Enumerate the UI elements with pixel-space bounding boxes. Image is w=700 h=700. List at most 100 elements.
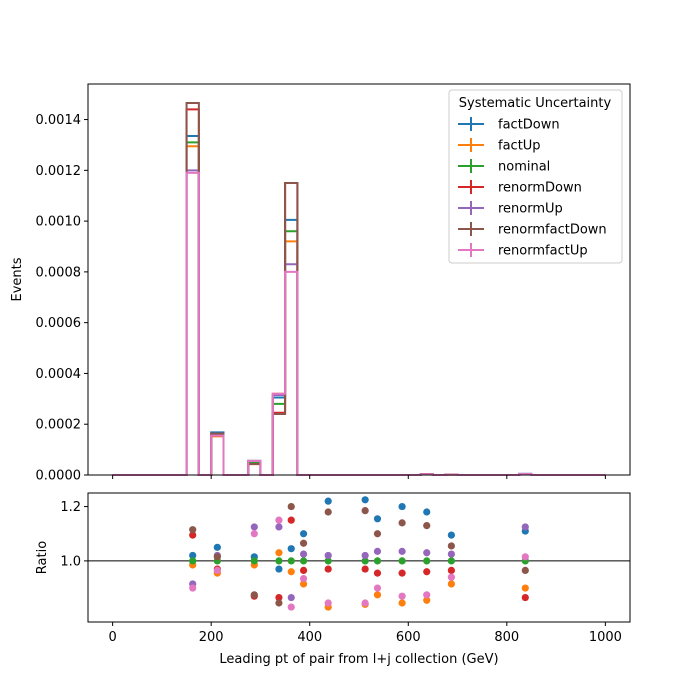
ratio-point-factDown bbox=[275, 565, 283, 573]
ratio-point-nominal bbox=[250, 557, 258, 565]
ratio-point-nominal bbox=[275, 557, 283, 565]
ratio-x-tick-label: 200 bbox=[199, 630, 224, 645]
ratio-point-nominal bbox=[423, 557, 431, 565]
ratio-point-renormfactUp bbox=[521, 553, 529, 561]
ratio-point-factDown bbox=[213, 543, 221, 551]
ratio-point-renormfactUp bbox=[250, 530, 258, 538]
ratio-point-renormfactUp bbox=[189, 584, 197, 592]
ratio-point-factUp bbox=[423, 596, 431, 604]
ratio-point-factDown bbox=[398, 502, 406, 511]
legend: Systematic Uncertainty factDown factUp nom… bbox=[448, 89, 623, 264]
ratio-x-label: Leading pt of pair from l+j collection (… bbox=[219, 652, 498, 667]
histogram-x-axis bbox=[112, 475, 606, 479]
legend-label-nominal: nominal bbox=[498, 160, 550, 175]
ratio-point-factUp bbox=[299, 580, 308, 588]
ratio-point-renormDown bbox=[447, 566, 455, 575]
ratio-point-factDown bbox=[287, 545, 295, 553]
ratio-point-renormfactDown bbox=[373, 530, 382, 538]
ratio-panel: 1.0 1.2 0 200 400 600 800 1000 Ratio Leading p… bbox=[35, 492, 631, 667]
ratio-point-renormfactUp bbox=[299, 574, 308, 583]
ratio-y-tick-label: 1.0 bbox=[60, 554, 81, 569]
ratio-x-tick-label: 0 bbox=[108, 630, 116, 645]
ratio-point-factUp bbox=[373, 591, 382, 599]
ratio-y-axis: 1.0 1.2 bbox=[60, 500, 88, 569]
ratio-point-renormDown bbox=[521, 593, 529, 602]
legend-label-factDown: factDown bbox=[498, 118, 560, 133]
ratio-point-factDown bbox=[423, 508, 431, 516]
ratio-point-renormfactUp bbox=[398, 592, 406, 600]
legend-label-renormfactUp: renormfactUp bbox=[498, 244, 588, 259]
ratio-point-renormfactDown bbox=[521, 566, 529, 575]
legend-label-renormUp: renormUp bbox=[498, 202, 563, 217]
ratio-frame bbox=[87, 492, 631, 623]
legend-label-factUp: factUp bbox=[498, 139, 541, 154]
legend-items: factDown factUp nominal renormDown renormUp r… bbox=[458, 117, 607, 259]
ratio-point-factUp bbox=[287, 568, 295, 576]
ratio-point-factDown bbox=[373, 515, 382, 523]
ratio-point-factDown bbox=[447, 531, 455, 539]
ratio-point-factDown bbox=[299, 530, 308, 538]
ratio-point-renormfactDown bbox=[213, 553, 221, 561]
ratio-point-renormfactUp bbox=[373, 584, 382, 592]
ratio-point-renormUp bbox=[299, 550, 308, 558]
ratio-x-tick-label: 600 bbox=[396, 630, 421, 645]
ratio-point-renormUp bbox=[287, 593, 295, 602]
histogram-y-tick-label: 0.0008 bbox=[36, 265, 82, 280]
histogram-y-label: Events bbox=[10, 257, 25, 301]
ratio-point-renormUp bbox=[423, 549, 431, 557]
ratio-x-tick-label: 1000 bbox=[589, 630, 622, 645]
ratio-point-renormDown bbox=[398, 569, 406, 577]
ratio-point-renormfactUp bbox=[361, 599, 369, 607]
ratio-point-renormfactUp bbox=[275, 516, 283, 524]
ratio-point-renormfactUp bbox=[213, 566, 221, 575]
histogram-y-tick-label: 0.0006 bbox=[36, 316, 82, 331]
histogram-y-tick-label: 0.0010 bbox=[36, 215, 82, 230]
ratio-point-nominal bbox=[361, 557, 369, 565]
ratio-point-renormfactDown bbox=[299, 539, 308, 547]
ratio-point-factDown bbox=[189, 551, 197, 560]
ratio-point-renormUp bbox=[250, 523, 258, 531]
ratio-x-tick-label: 400 bbox=[297, 630, 322, 645]
ratio-point-renormfactDown bbox=[398, 519, 406, 527]
ratio-point-factUp bbox=[447, 580, 455, 588]
ratio-point-nominal bbox=[287, 557, 295, 565]
ratio-plot-area bbox=[88, 496, 630, 611]
ratio-point-renormUp bbox=[324, 551, 332, 560]
ratio-point-factDown bbox=[361, 496, 369, 504]
ratio-point-nominal bbox=[373, 557, 382, 565]
ratio-point-renormfactUp bbox=[447, 573, 455, 581]
ratio-point-renormDown bbox=[299, 566, 308, 575]
ratio-point-renormUp bbox=[361, 551, 369, 560]
ratio-point-renormfactUp bbox=[287, 603, 295, 611]
ratio-y-tick-label: 1.2 bbox=[60, 500, 81, 515]
ratio-point-renormfactDown bbox=[324, 508, 332, 516]
ratio-point-renormfactDown bbox=[287, 502, 295, 511]
ratio-point-renormfactDown bbox=[275, 599, 283, 607]
ratio-point-renormDown bbox=[423, 568, 431, 576]
ratio-x-axis: 0 200 400 600 800 1000 bbox=[108, 622, 622, 645]
ratio-point-renormUp bbox=[373, 547, 382, 555]
ratio-x-tick-label: 800 bbox=[494, 630, 519, 645]
ratio-point-nominal bbox=[447, 557, 455, 565]
ratio-point-factUp bbox=[398, 599, 406, 607]
ratio-point-renormUp bbox=[447, 550, 455, 558]
histogram-frame bbox=[87, 83, 631, 476]
ratio-point-factUp bbox=[521, 584, 529, 592]
ratio-point-factUp bbox=[275, 549, 283, 557]
legend-label-renormDown: renormDown bbox=[498, 181, 582, 196]
ratio-point-renormfactUp bbox=[324, 599, 332, 607]
ratio-point-nominal bbox=[324, 557, 332, 565]
ratio-point-renormUp bbox=[521, 523, 529, 531]
ratio-point-renormDown bbox=[189, 531, 197, 539]
histogram-y-axis: 0.0000 0.0002 0.0004 0.0006 0.0008 0.0010 0.00… bbox=[36, 113, 88, 484]
histogram-y-tick-label: 0.0014 bbox=[36, 113, 82, 128]
ratio-point-renormfactDown bbox=[447, 542, 455, 550]
ratio-point-renormDown bbox=[361, 565, 369, 573]
ratio-point-renormfactUp bbox=[423, 591, 431, 599]
histogram-y-tick-label: 0.0004 bbox=[36, 367, 82, 382]
ratio-point-renormfactDown bbox=[361, 507, 369, 515]
ratio-point-nominal bbox=[189, 557, 197, 565]
histogram-y-tick-label: 0.0012 bbox=[36, 164, 82, 179]
ratio-point-renormDown bbox=[275, 593, 283, 602]
